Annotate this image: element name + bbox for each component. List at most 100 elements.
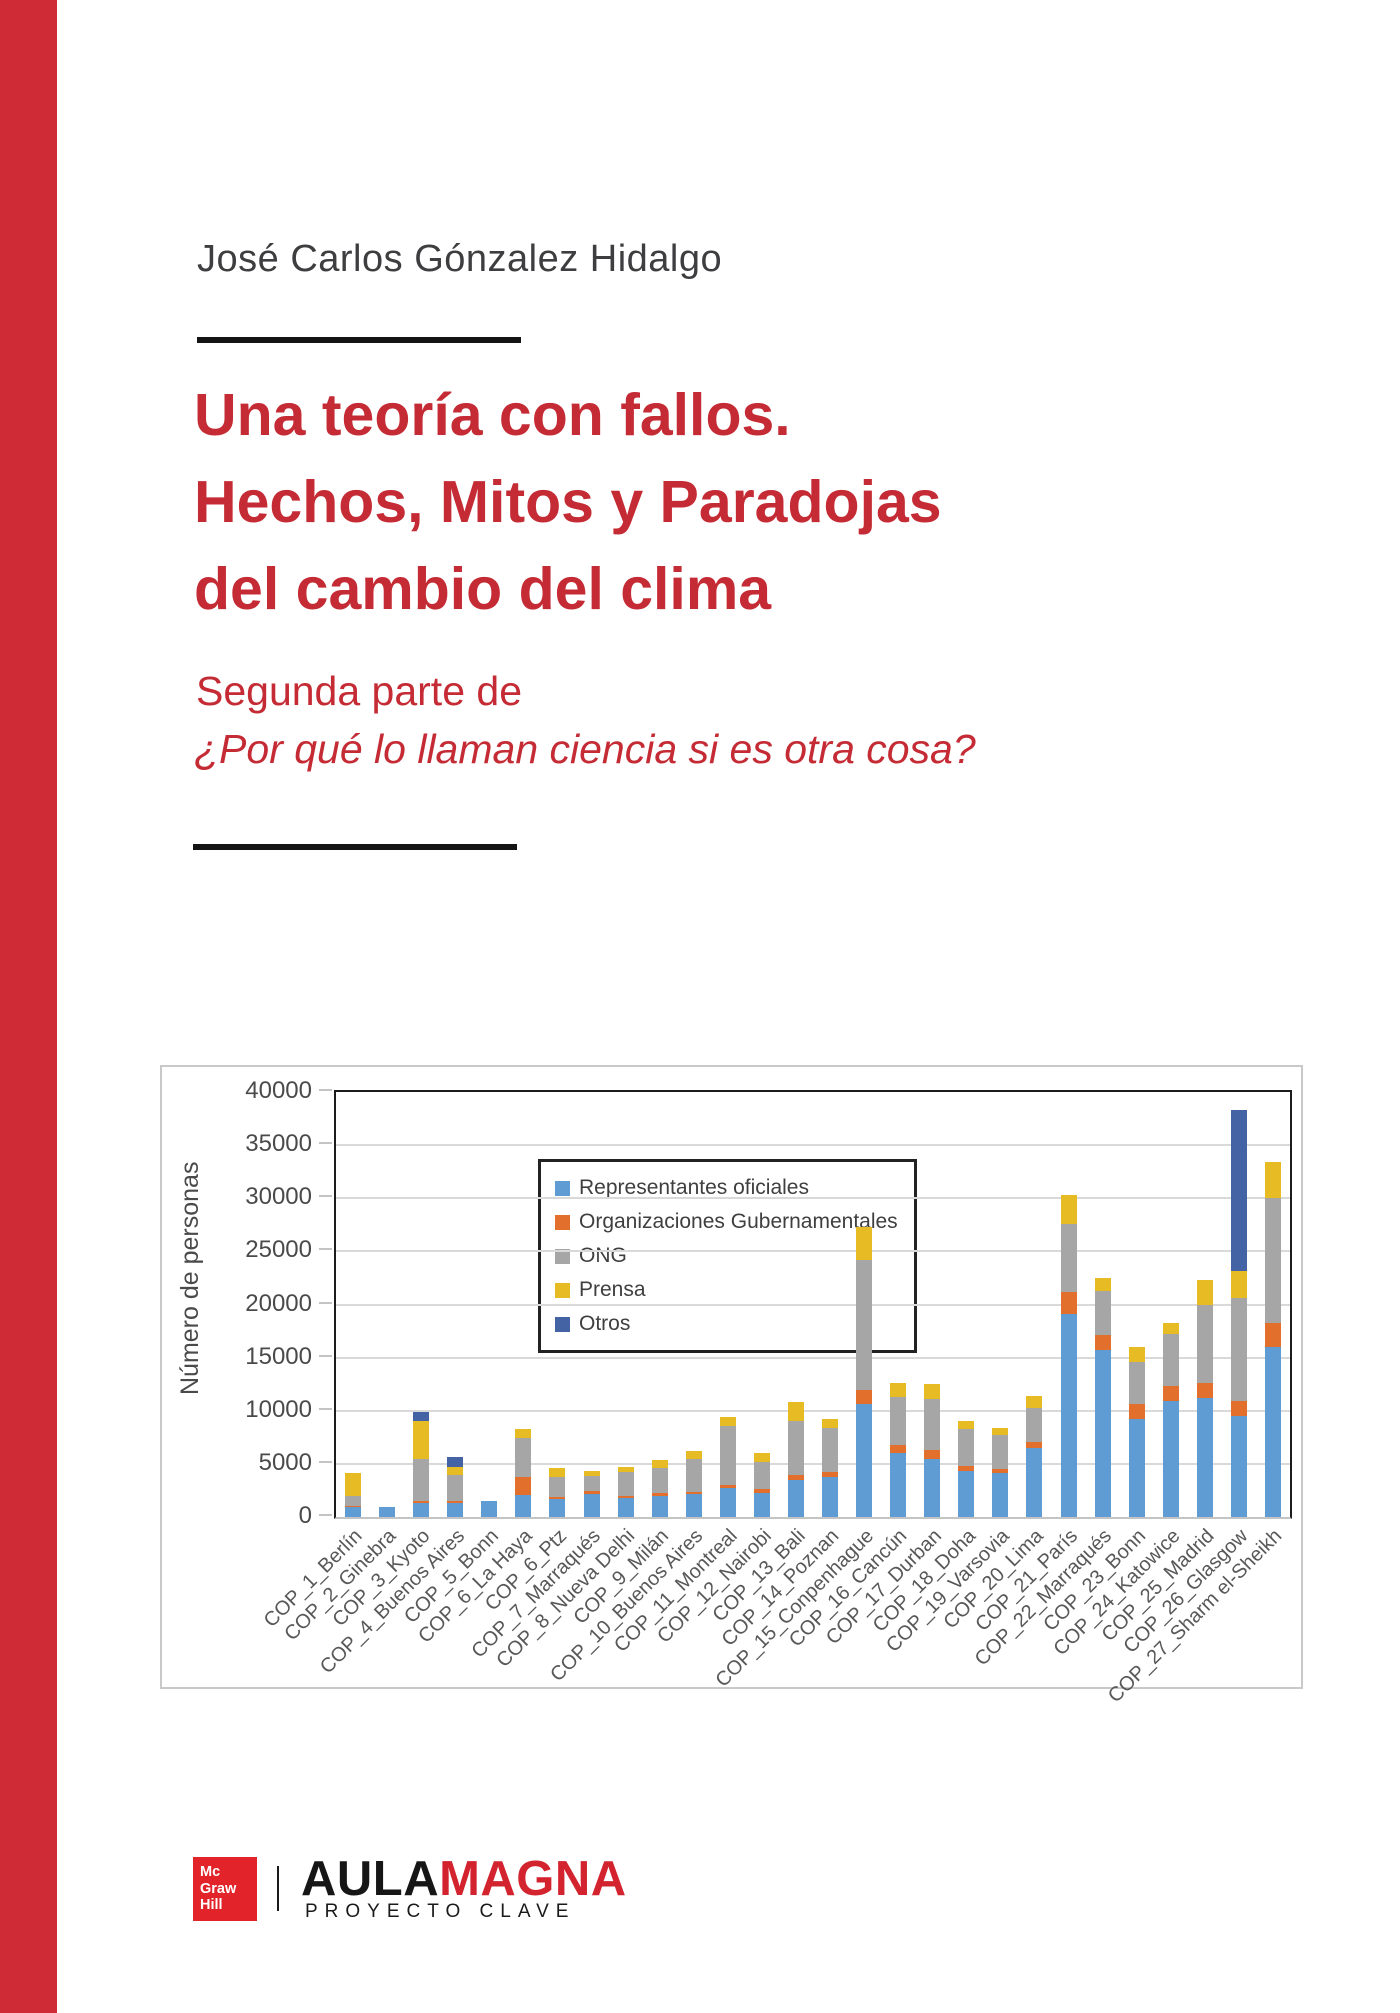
bar-segment xyxy=(549,1496,566,1499)
bar-segment xyxy=(617,1495,634,1498)
bar-segment xyxy=(992,1428,1009,1435)
bar-segment xyxy=(1196,1398,1213,1517)
bar-segment xyxy=(753,1453,770,1462)
bar-cop-3-kyoto xyxy=(413,1092,430,1517)
bar-segment xyxy=(583,1490,600,1494)
bar-segment xyxy=(1026,1441,1043,1448)
bar-segment xyxy=(787,1420,804,1475)
bar-segment xyxy=(1060,1291,1077,1315)
bar-cop-11-montreal xyxy=(719,1092,736,1517)
legend-swatch xyxy=(555,1180,570,1196)
bar-segment xyxy=(822,1418,839,1429)
bar-segment xyxy=(1230,1401,1247,1417)
bar-segment xyxy=(1060,1314,1077,1517)
bar-segment xyxy=(1026,1447,1043,1517)
y-tick-label: 0 xyxy=(298,1502,312,1529)
bar-segment xyxy=(651,1467,668,1494)
y-tick-label: 10000 xyxy=(245,1395,312,1423)
bar-cop-24-katowice xyxy=(1162,1092,1179,1517)
y-tick-mark xyxy=(319,1514,332,1516)
bar-cop-25-madrid xyxy=(1196,1092,1213,1517)
bar-segment xyxy=(651,1459,668,1468)
bar-cop-8-nueva-delhi xyxy=(617,1092,634,1517)
bar-segment xyxy=(787,1480,804,1517)
bar-segment xyxy=(481,1501,498,1517)
bar-segment xyxy=(1162,1334,1179,1387)
bar-segment xyxy=(787,1474,804,1481)
bar-cop-16-canc-n xyxy=(890,1092,907,1517)
bar-segment xyxy=(856,1404,873,1517)
bar-segment xyxy=(617,1497,634,1517)
bar-cop-7-marraqu-s xyxy=(583,1092,600,1517)
bar-cop-5-bonn xyxy=(481,1092,498,1517)
chart-figure: Número de personas 0 5000 10000 15000 20000 2… xyxy=(160,1065,1303,1707)
bar-segment xyxy=(651,1495,668,1517)
legend-item: Organizaciones Gubernamentales xyxy=(555,1210,908,1234)
brand-magna: MAGNA xyxy=(439,1852,627,1906)
bar-segment xyxy=(787,1402,804,1421)
bar-segment xyxy=(515,1438,532,1478)
bar-segment xyxy=(617,1466,634,1473)
bar-segment xyxy=(1230,1298,1247,1402)
gridline xyxy=(336,1356,1290,1359)
bar-segment xyxy=(345,1505,362,1508)
bar-segment xyxy=(719,1426,736,1486)
bar-segment xyxy=(958,1428,975,1466)
y-tick-mark xyxy=(319,1354,332,1357)
book-title: Una teoría con fallos. Hechos, Mitos y P… xyxy=(194,372,942,633)
bar-segment xyxy=(753,1461,770,1490)
y-tick-mark xyxy=(319,1407,332,1410)
mcgraw-line-3: Hill xyxy=(200,1897,223,1913)
logo-divider xyxy=(277,1866,279,1911)
bar-segment xyxy=(992,1469,1009,1474)
bar-cop-13-bali xyxy=(787,1092,804,1517)
aulamagna-logo: AULAMAGNA xyxy=(301,1851,627,1907)
bar-segment xyxy=(1128,1404,1145,1420)
bar-cop-4-buenos-aires xyxy=(447,1092,464,1517)
gridline xyxy=(336,1462,1290,1465)
bar-segment xyxy=(958,1466,975,1471)
bar-segment xyxy=(379,1507,396,1517)
bar-segment xyxy=(719,1417,736,1427)
bar-segment xyxy=(1094,1335,1111,1351)
divider-rule-top xyxy=(197,337,521,343)
author-name: José Carlos Gónzalez Hidalgo xyxy=(197,238,723,280)
y-tick-mark xyxy=(319,1460,332,1463)
bar-segment xyxy=(1060,1224,1077,1292)
bar-segment xyxy=(890,1382,907,1398)
bar-segment xyxy=(1264,1322,1281,1347)
mcgraw-hill-logo: Mc Graw Hill xyxy=(193,1857,257,1921)
bar-segment xyxy=(685,1494,702,1517)
bar-cop-23-bonn xyxy=(1128,1092,1145,1517)
bar-segment xyxy=(1094,1291,1111,1336)
bar-segment xyxy=(1128,1347,1145,1362)
legend-label: Otros xyxy=(579,1312,631,1335)
y-tick-label: 5000 xyxy=(258,1448,312,1476)
bar-segment xyxy=(1128,1419,1145,1517)
bar-segment xyxy=(515,1428,532,1439)
legend-label: Organizaciones Gubernamentales xyxy=(579,1210,898,1233)
bar-cop-1-berl-n xyxy=(345,1092,362,1517)
bar-cop-9-mil-n xyxy=(651,1092,668,1517)
bar-segment xyxy=(1196,1304,1213,1384)
bar-segment xyxy=(549,1468,566,1478)
bar-segment xyxy=(1162,1322,1179,1335)
proyecto-clave-tagline: PROYECTO CLAVE xyxy=(305,1901,576,1922)
brand-aula: AULA xyxy=(301,1852,440,1906)
bar-segment xyxy=(890,1397,907,1445)
y-tick-mark xyxy=(319,1142,332,1145)
bar-cop-22-marraqu-s xyxy=(1094,1092,1111,1517)
gridline xyxy=(336,1303,1290,1306)
legend-item: Prensa xyxy=(555,1278,908,1302)
bar-segment xyxy=(924,1384,941,1400)
y-tick-label: 35000 xyxy=(245,1130,312,1158)
gridline xyxy=(336,1409,1290,1412)
bar-segment xyxy=(753,1492,770,1517)
mcgraw-line-2: Graw xyxy=(200,1880,237,1897)
legend-label: Prensa xyxy=(579,1278,646,1301)
subtitle: Segunda parte de xyxy=(196,668,522,714)
bar-segment xyxy=(1264,1162,1281,1199)
bar-segment xyxy=(1230,1416,1247,1517)
y-tick-mark xyxy=(319,1195,332,1198)
bar-segment xyxy=(413,1503,430,1517)
